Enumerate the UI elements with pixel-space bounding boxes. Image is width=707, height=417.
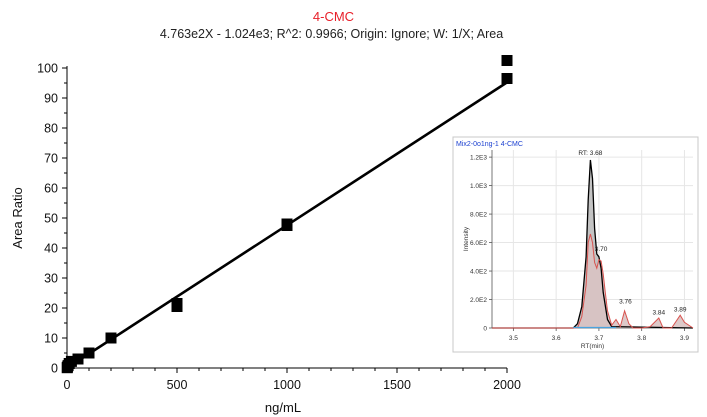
y-tick-label: 10 — [44, 332, 58, 346]
inset-y-tick-label: 1.0E3 — [470, 183, 487, 190]
x-tick-label: 0 — [64, 378, 71, 392]
data-point — [501, 55, 513, 66]
y-tick-label: 90 — [44, 92, 58, 106]
peak-annotation: 3.84 — [652, 309, 665, 316]
data-point — [105, 332, 117, 344]
y-tick-label: 60 — [44, 182, 58, 196]
inner-peak-fill — [492, 234, 693, 328]
peak-annotation: 3.70 — [595, 246, 608, 253]
inner-trace — [492, 233, 694, 329]
x-tick-label: 1500 — [383, 378, 411, 392]
y-tick-label: 40 — [44, 242, 58, 256]
y-tick-label: 80 — [44, 122, 58, 136]
data-point — [171, 298, 183, 309]
x-tick-label: 2000 — [493, 378, 521, 392]
peak-annotation: RT: 3.68 — [578, 150, 602, 157]
inset-y-tick-label: 4.0E2 — [470, 269, 487, 276]
peak-annotation: 3.89 — [674, 306, 687, 313]
outer-trace — [492, 159, 694, 329]
inset-y-tick-label: 2.0E2 — [470, 297, 487, 304]
peak-annotation: 3.76 — [619, 299, 632, 306]
inset-y-tick-label: 1.2E3 — [470, 155, 487, 162]
inset-x-tick-label: 3.9 — [680, 335, 689, 342]
inset-x-tick-label: 3.7 — [594, 335, 603, 342]
y-tick-label: 70 — [44, 152, 58, 166]
inset-y-axis-label: Intensity — [463, 226, 470, 251]
inset-x-tick-label: 3.6 — [552, 335, 561, 342]
chart-title: 4-CMC — [312, 9, 355, 24]
data-point — [501, 73, 513, 84]
data-point — [65, 355, 77, 367]
inset-x-tick-label: 3.8 — [637, 335, 646, 342]
data-point — [281, 218, 293, 230]
inset-y-tick-label: 6.0E2 — [470, 240, 487, 247]
chart-subtitle: 4.763e2X - 1.024e3; R^2: 0.9966; Origin:… — [159, 27, 504, 41]
y-tick-label: 30 — [44, 272, 58, 286]
y-tick-label: 0 — [51, 362, 58, 376]
inset-y-tick-label: 0 — [483, 326, 487, 333]
data-point — [72, 353, 84, 365]
inset-y-tick-label: 8.0E2 — [470, 212, 487, 219]
inset-title: Mix2-0o1ng-1 4-CMC — [456, 141, 523, 148]
inset-panel — [452, 136, 699, 353]
y-tick-label: 100 — [37, 62, 58, 76]
y-axis-label: Area Ratio — [10, 187, 25, 248]
x-tick-label: 1000 — [273, 378, 301, 392]
y-tick-label: 20 — [44, 302, 58, 316]
data-point — [83, 347, 95, 359]
y-tick-label: 50 — [44, 212, 58, 226]
x-axis-label: ng/mL — [265, 400, 301, 415]
inset-x-tick-label: 3.5 — [509, 335, 518, 342]
inset-x-axis-label: RT(min) — [581, 343, 604, 350]
x-tick-label: 500 — [167, 378, 188, 392]
